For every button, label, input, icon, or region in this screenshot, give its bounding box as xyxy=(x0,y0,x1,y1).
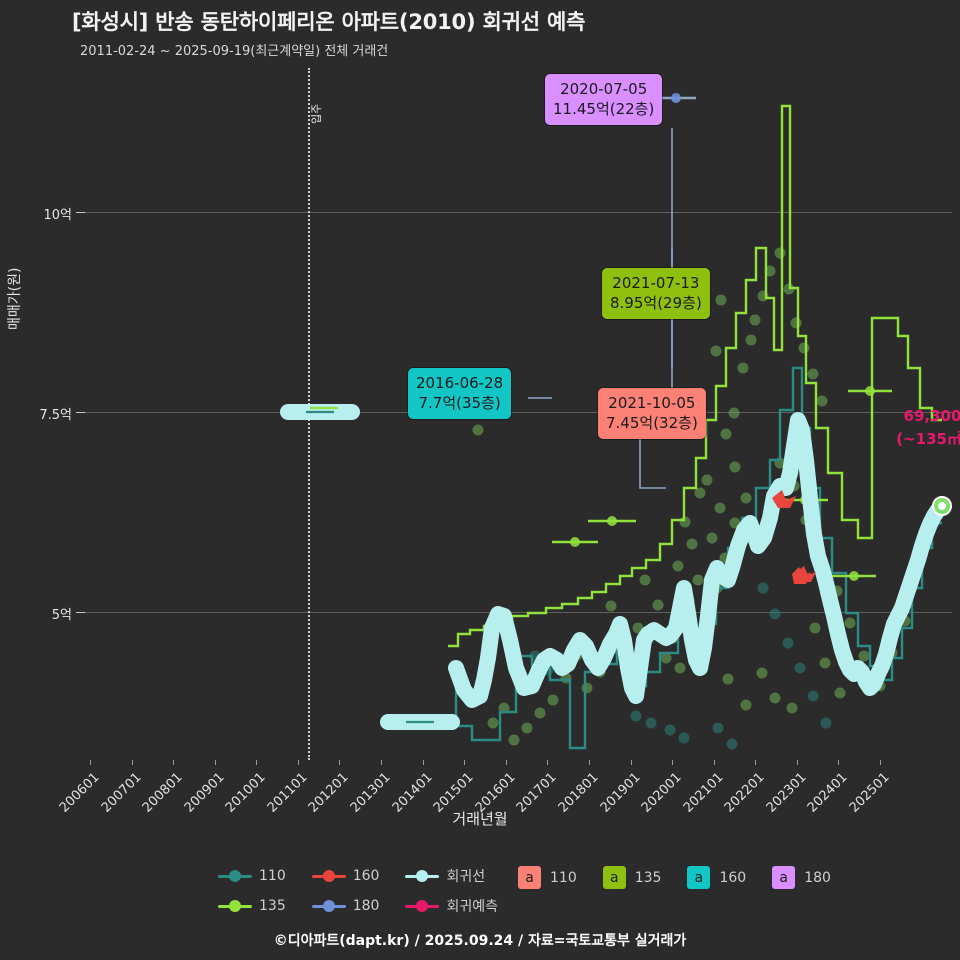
x-tick-mark xyxy=(214,760,216,765)
legend-item-annot-180[interactable]: a 180 xyxy=(772,866,831,889)
annotation-price: 7.45억(32층) xyxy=(606,414,698,433)
y-tick-10eok: 10억 xyxy=(43,208,72,223)
x-tick-mark xyxy=(796,760,798,765)
x-tick-mark xyxy=(630,760,632,765)
legend-label-annot-160: 160 xyxy=(719,869,747,886)
annotation-date: 2020-07-05 xyxy=(560,80,648,98)
x-tick-mark xyxy=(297,760,299,765)
legend-marker-regression-icon xyxy=(405,867,440,885)
y-axis-title: 매매가(원) xyxy=(7,267,23,330)
series-135-line xyxy=(448,104,942,648)
x-tick-mark xyxy=(131,760,133,765)
annotation-2016-06-28[interactable]: 2016-06-28 7.7억(35층) xyxy=(408,368,512,419)
annotation-price: 7.7억(35층) xyxy=(418,394,501,413)
legend-swatch-110: a xyxy=(518,866,541,889)
annotation-2021-10-05[interactable]: 2021-10-05 7.45억(32층) xyxy=(598,388,706,439)
legend-item-annot-160[interactable]: a 160 xyxy=(687,866,746,889)
annotation-price: 8.95억(29층) xyxy=(610,294,702,313)
legend-marker-135-icon xyxy=(218,897,252,915)
x-tick-mark xyxy=(755,760,757,765)
x-tick-mark xyxy=(464,760,466,765)
regression-segment-accents xyxy=(306,410,434,724)
legend-item-180[interactable]: 180 xyxy=(311,897,380,915)
gridline-10eok xyxy=(80,212,952,213)
endpoint-area: (~135㎡) xyxy=(896,429,960,448)
legend-label-annot-180: 180 xyxy=(804,869,831,886)
annotation-2021-07-13[interactable]: 2021-07-13 8.95억(29층) xyxy=(602,268,710,319)
legend-item-110[interactable]: 110 xyxy=(218,867,286,885)
x-tick-mark xyxy=(588,760,590,765)
annotation-date: 2021-07-13 xyxy=(612,274,700,292)
page-subtitle: 2011-02-24 ~ 2025-09-19(최근계약일) 전체 거래건 xyxy=(80,44,389,59)
regression-line xyxy=(448,412,950,708)
endpoint-price-label: 69,300 (~135㎡) xyxy=(880,405,960,450)
x-tick-mark xyxy=(880,760,881,765)
x-tick-mark xyxy=(381,760,383,765)
legend-row-annotation-colors: a 110 a 135 a 160 a 180 xyxy=(518,866,857,889)
x-tick-mark xyxy=(90,760,91,765)
y-tick-dash-0 xyxy=(76,212,85,213)
annotation-2020-07-05[interactable]: 2020-07-05 11.45억(22층) xyxy=(545,74,663,125)
legend-marker-180-icon xyxy=(311,897,346,915)
gridline-7_5eok xyxy=(80,412,952,413)
endpoint-price: 69,300 xyxy=(903,407,960,425)
x-tick-mark xyxy=(505,760,507,765)
regression-segments xyxy=(280,404,460,730)
gridline-5eok xyxy=(80,612,952,613)
legend-label-160: 160 xyxy=(352,868,380,884)
legend-marker-forecast-icon xyxy=(405,897,440,915)
x-tick-mark xyxy=(339,760,341,765)
series-180-marker xyxy=(662,93,696,103)
legend-label-180: 180 xyxy=(352,898,380,914)
annotation-date: 2016-06-28 xyxy=(416,374,504,392)
x-tick-mark xyxy=(838,760,840,765)
y-tick-dash-2 xyxy=(76,612,85,613)
annotation-price: 11.45억(22층) xyxy=(553,100,655,119)
legend-row-1: 110 160 회귀선 xyxy=(218,866,511,886)
y-tick-5eok: 5억 xyxy=(51,608,72,623)
chart-svg xyxy=(280,93,952,750)
plot-area: 입주 2020-07-05 11.45억(22층) 2021-07-13 8.9… xyxy=(80,68,960,760)
legend-item-160[interactable]: 160 xyxy=(311,867,380,885)
x-axis-title: 거래년월 xyxy=(452,810,508,828)
annotation-date: 2021-10-05 xyxy=(608,394,696,412)
legend-item-regression-line[interactable]: 회귀선 xyxy=(405,866,485,886)
legend-label-regression-forecast: 회귀예측 xyxy=(446,899,498,915)
legend-item-135[interactable]: 135 xyxy=(218,897,286,915)
page-title: [화성시] 반송 동탄하이페리온 아파트(2010) 회귀선 예측 xyxy=(72,10,586,34)
x-tick-mark xyxy=(713,760,715,765)
legend-item-regression-forecast[interactable]: 회귀예측 xyxy=(405,896,498,916)
x-tick-mark xyxy=(256,760,258,765)
legend-marker-110-icon xyxy=(218,867,252,885)
legend-label-annot-110: 110 xyxy=(550,869,577,886)
regression-prediction-point xyxy=(932,496,952,516)
legend-label-regression-line: 회귀선 xyxy=(446,869,486,885)
series-160-marker-2 xyxy=(792,567,811,584)
y-tick-7_5eok: 7.5억 xyxy=(39,408,72,423)
x-tick-mark xyxy=(547,760,549,765)
legend-swatch-160: a xyxy=(687,866,711,889)
move-in-label: 입주 xyxy=(310,103,323,124)
legend-item-annot-110[interactable]: a 110 xyxy=(518,866,577,889)
legend-swatch-135: a xyxy=(602,866,626,889)
x-tick-mark xyxy=(672,760,674,765)
legend-label-135: 135 xyxy=(259,898,286,914)
legend-row-2: 135 180 회귀예측 xyxy=(218,896,524,916)
legend-label-annot-135: 135 xyxy=(634,869,662,886)
footer-text: ©디아파트(dapt.kr) / 2025.09.24 / 자료=국토교통부 실… xyxy=(273,933,687,949)
y-tick-dash-1 xyxy=(76,412,85,413)
x-axis-ticks: 200601 200701 200801 200901 201001 201101 2012… xyxy=(57,760,952,820)
legend-item-annot-135[interactable]: a 135 xyxy=(602,866,662,889)
x-tick-mark xyxy=(173,760,175,765)
legend-label-110: 110 xyxy=(259,868,286,884)
legend-swatch-180: a xyxy=(772,866,796,889)
legend-marker-160-icon xyxy=(311,867,346,885)
x-tick-mark xyxy=(422,760,424,765)
